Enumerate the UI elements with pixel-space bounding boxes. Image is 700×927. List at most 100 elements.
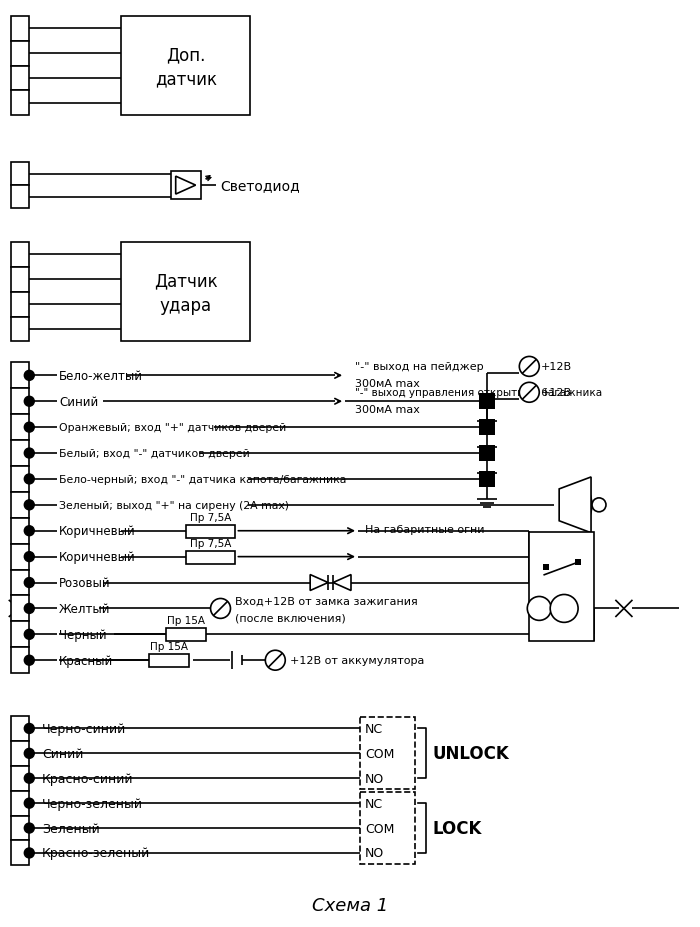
Text: Коричневый: Коричневый xyxy=(60,551,136,564)
Circle shape xyxy=(25,724,34,733)
Circle shape xyxy=(211,599,230,618)
Bar xyxy=(11,363,29,389)
Text: Вход+12В от замка зажигания: Вход+12В от замка зажигания xyxy=(235,596,418,606)
Text: "-" выход на пейджер: "-" выход на пейджер xyxy=(355,362,484,372)
Bar xyxy=(529,532,594,641)
Bar xyxy=(149,654,188,667)
Bar xyxy=(11,186,29,209)
Text: Красно-синий: Красно-синий xyxy=(42,772,134,785)
Bar xyxy=(11,622,29,648)
Bar xyxy=(166,629,206,641)
Text: Желтый: Желтый xyxy=(60,603,111,616)
Text: На габаритные огни: На габаритные огни xyxy=(365,524,484,534)
Text: NC: NC xyxy=(365,797,383,810)
Circle shape xyxy=(25,798,34,808)
Bar xyxy=(11,268,29,292)
Circle shape xyxy=(25,655,34,666)
Circle shape xyxy=(25,848,34,858)
Bar xyxy=(11,791,29,816)
Text: COM: COM xyxy=(365,821,394,834)
Bar xyxy=(11,492,29,518)
Text: NO: NO xyxy=(365,846,384,859)
Bar xyxy=(121,243,251,342)
Circle shape xyxy=(25,773,34,783)
Circle shape xyxy=(25,749,34,758)
Text: Черно-синий: Черно-синий xyxy=(42,722,127,735)
Bar xyxy=(11,466,29,492)
Circle shape xyxy=(25,475,34,485)
Bar xyxy=(11,741,29,766)
Text: LOCK: LOCK xyxy=(433,819,482,837)
Text: Пр 15А: Пр 15А xyxy=(150,641,188,652)
Text: Розовый: Розовый xyxy=(60,577,111,590)
Bar xyxy=(11,414,29,440)
Text: Белый; вход "-" датчиков дверей: Белый; вход "-" датчиков дверей xyxy=(60,449,250,459)
Bar xyxy=(11,17,29,42)
Bar xyxy=(11,42,29,67)
Bar xyxy=(360,793,414,864)
Circle shape xyxy=(25,371,34,381)
Bar xyxy=(11,717,29,741)
Bar xyxy=(360,717,414,790)
Circle shape xyxy=(25,449,34,459)
Text: Синий: Синий xyxy=(42,747,83,760)
Circle shape xyxy=(25,578,34,588)
Text: +12В: +12В xyxy=(541,387,573,398)
Text: (после включения): (после включения) xyxy=(235,613,346,623)
Text: NC: NC xyxy=(365,722,383,735)
Circle shape xyxy=(265,651,286,670)
Circle shape xyxy=(527,597,551,621)
Bar xyxy=(11,389,29,414)
Text: Датчик: Датчик xyxy=(154,273,218,290)
Bar xyxy=(11,816,29,841)
Bar xyxy=(11,648,29,673)
Text: Бело-черный; вход "-" датчика капота/багажника: Бело-черный; вход "-" датчика капота/баг… xyxy=(60,475,346,485)
Text: удара: удара xyxy=(160,297,211,314)
Bar xyxy=(575,559,581,565)
Circle shape xyxy=(25,423,34,433)
Text: NO: NO xyxy=(365,772,384,785)
Circle shape xyxy=(25,397,34,407)
Bar xyxy=(480,446,496,462)
Circle shape xyxy=(592,499,606,513)
Text: Красно-зеленый: Красно-зеленый xyxy=(42,846,150,859)
Bar xyxy=(11,292,29,317)
Text: Пр 7,5А: Пр 7,5А xyxy=(190,513,231,522)
Polygon shape xyxy=(559,477,591,533)
Text: UNLOCK: UNLOCK xyxy=(433,744,510,763)
Text: Черно-зеленый: Черно-зеленый xyxy=(42,797,144,810)
Circle shape xyxy=(25,527,34,536)
Bar xyxy=(11,596,29,622)
Polygon shape xyxy=(333,575,351,590)
Bar xyxy=(11,92,29,116)
Bar xyxy=(186,551,235,564)
Bar xyxy=(11,766,29,791)
Text: Синий: Синий xyxy=(60,395,99,408)
Bar xyxy=(11,570,29,596)
Text: +12В: +12В xyxy=(541,362,573,372)
Circle shape xyxy=(519,357,539,377)
Bar xyxy=(480,420,496,436)
Text: "-" выход управления открытием багажника: "-" выход управления открытием багажника xyxy=(355,387,602,398)
Bar xyxy=(480,472,496,488)
Text: 300мA max: 300мA max xyxy=(355,405,420,414)
Text: Коричневый: Коричневый xyxy=(60,525,136,538)
Bar xyxy=(11,317,29,342)
Text: Пр 15А: Пр 15А xyxy=(167,616,204,626)
Text: Красный: Красный xyxy=(60,654,113,667)
Circle shape xyxy=(25,501,34,510)
Bar xyxy=(11,518,29,544)
Bar xyxy=(186,526,235,538)
Polygon shape xyxy=(176,177,195,195)
Text: Доп.: Доп. xyxy=(166,46,205,65)
Bar xyxy=(171,172,201,200)
Bar xyxy=(11,544,29,570)
Circle shape xyxy=(550,595,578,623)
Text: Оранжевый; вход "+" датчиков дверей: Оранжевый; вход "+" датчиков дверей xyxy=(60,423,286,433)
Circle shape xyxy=(25,603,34,614)
Text: COM: COM xyxy=(365,747,394,760)
Text: Бело-желтый: Бело-желтый xyxy=(60,370,144,383)
Bar xyxy=(11,841,29,866)
Text: Схема 1: Схема 1 xyxy=(312,896,388,914)
Text: Зеленый; выход "+" на сирену (2A max): Зеленый; выход "+" на сирену (2A max) xyxy=(60,501,289,510)
